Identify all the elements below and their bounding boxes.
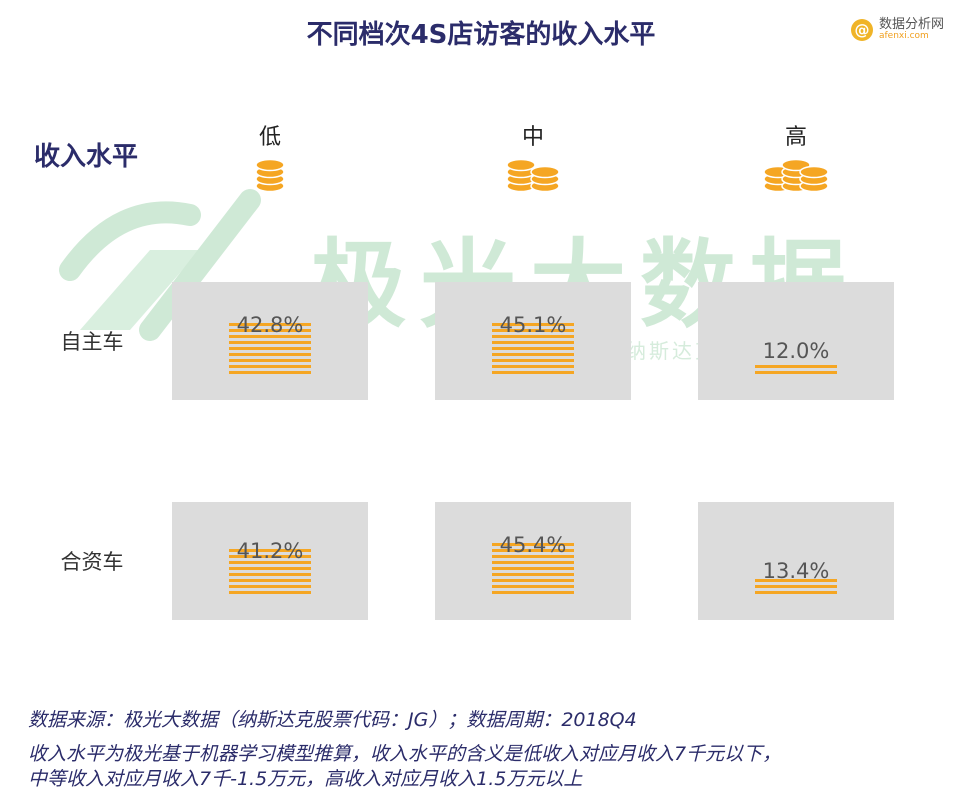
- data-label: 45.4%: [500, 533, 567, 557]
- bar: [229, 323, 311, 374]
- note-line-1: 收入水平为极光基于机器学习模型推算，收入水平的含义是低收入对应月收入7千元以下，: [28, 743, 782, 765]
- brand-name: 数据分析网: [878, 17, 944, 32]
- data-label: 41.2%: [237, 539, 304, 563]
- chart-title: 不同档次4S店访客的收入水平: [306, 20, 656, 50]
- category-label: 高: [785, 125, 807, 150]
- data-label: 12.0%: [763, 339, 830, 363]
- footer: 数据来源：极光大数据（纳斯达克股票代码：JG）；数据周期：2018Q4 收入水平…: [28, 708, 948, 792]
- category-label: 中: [522, 125, 544, 150]
- row-label: 合资车: [61, 550, 124, 574]
- bar: [492, 323, 574, 374]
- at-icon: @: [850, 19, 873, 42]
- value-box: [698, 502, 894, 620]
- coin-stack-1-icon: [255, 158, 285, 193]
- coin-stack-3-icon: [763, 158, 829, 193]
- category-label: 低: [259, 125, 281, 150]
- bar: [755, 579, 837, 594]
- coin-stack-2-icon: [506, 158, 560, 193]
- note-line-2: 中等收入对应月收入7千-1.5万元，高收入对应月收入1.5万元以上: [28, 768, 583, 790]
- row-label: 自主车: [61, 330, 124, 354]
- brand-logo: @ 数据分析网 afenxi.com: [850, 17, 944, 42]
- bar: [492, 543, 574, 594]
- brand-url: afenxi.com: [878, 31, 929, 42]
- data-label: 42.8%: [237, 313, 304, 337]
- data-label: 45.1%: [500, 313, 567, 337]
- section-label: 收入水平: [34, 142, 139, 172]
- bar: [229, 549, 311, 594]
- bar: [755, 365, 837, 374]
- data-label: 13.4%: [763, 559, 830, 583]
- source-note: 数据来源：极光大数据（纳斯达克股票代码：JG）；数据周期：2018Q4: [28, 709, 637, 731]
- value-box: [698, 282, 894, 400]
